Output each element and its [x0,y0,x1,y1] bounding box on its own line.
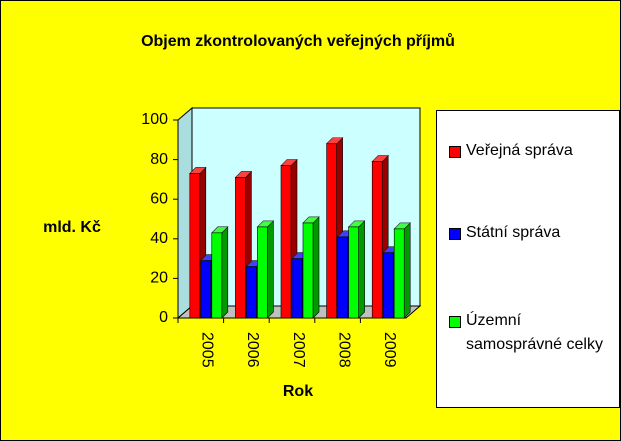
bar-top-shade [303,216,319,223]
y-tick-label: 20 [150,270,168,287]
legend-label: Veřejná správa [466,142,573,159]
bar [348,226,359,319]
bar-top-shade [189,167,206,174]
bar [302,222,314,319]
legend: Veřejná správa Státní správa Územní samosp… [436,110,620,408]
x-tick-label: 2005 [199,332,216,368]
legend-swatch [449,228,461,240]
bar [291,258,303,319]
legend-label: Územní samosprávné celky [466,312,603,353]
bar [189,173,201,319]
bar-top-shade [281,159,297,166]
bar [371,161,383,319]
y-tick-label: 0 [159,309,168,326]
bar-side-shade [358,220,365,318]
legend-entry: Územní samosprávné celky [449,309,614,357]
bar-side-shade [404,222,411,318]
y-tick-label: 40 [150,230,168,247]
bar [326,143,337,319]
x-tick-label: 2008 [335,332,352,368]
legend-label: Státní správa [466,224,561,241]
bar-side-shade [267,220,274,318]
bar [257,226,268,319]
bar [393,228,405,319]
bar [382,252,394,319]
bar [337,236,348,319]
x-tick-label: 2007 [290,332,307,368]
bar [235,177,246,319]
y-axis-title: mld. Kč [43,219,101,236]
legend-swatch [449,316,461,328]
bar-top-shade [348,220,365,227]
bar [246,266,257,319]
y-tick-label: 60 [150,190,168,207]
legend-entry: Veřejná správa [449,139,614,163]
bar-top-shade [235,171,252,178]
bar-top-shade [394,222,411,229]
bar [200,260,212,319]
chart-title: Objem zkontrolovaných veřejných příjmů [141,33,455,50]
bar-top-shade [372,155,389,162]
bar-side-shade [221,226,228,318]
legend-entry: Státní správa [449,221,614,245]
bar-top-shade [211,226,228,233]
bar-side-shade [313,216,319,318]
legend-swatch [449,146,461,158]
y-tick-label: 100 [141,111,168,128]
bar [211,232,223,319]
bar [280,165,292,319]
x-axis-title: Rok [283,383,313,400]
x-tick-label: 2009 [381,332,398,368]
bar-top-shade [257,220,274,227]
y-tick-label: 80 [150,151,168,168]
x-tick-label: 2006 [244,332,261,368]
bar-top-shade [326,137,343,144]
